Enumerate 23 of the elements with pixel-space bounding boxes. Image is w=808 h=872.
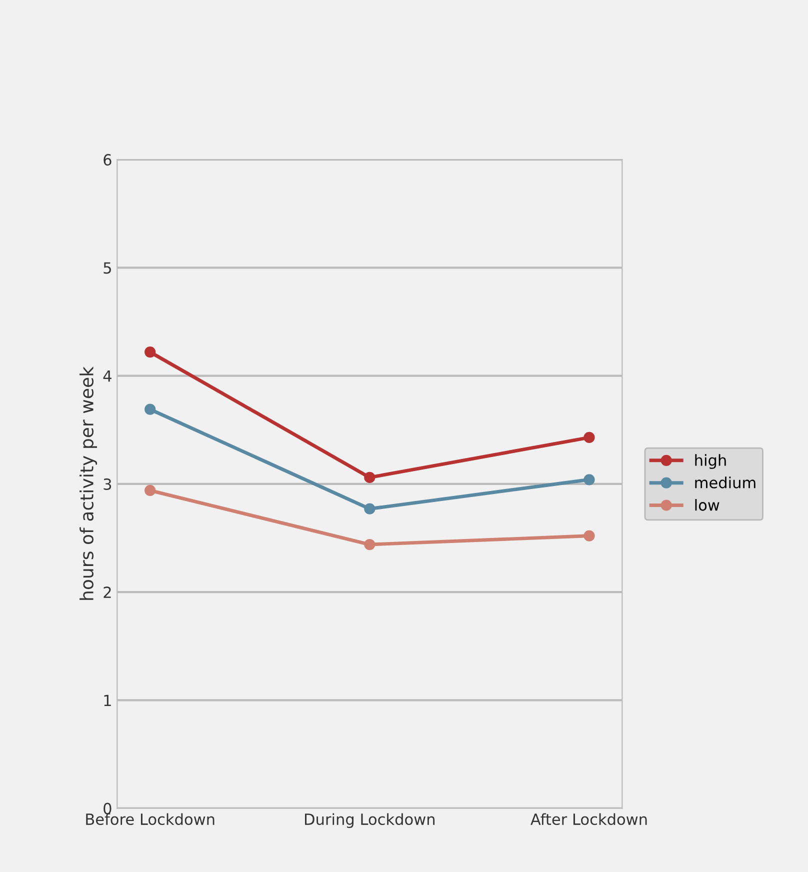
point (144, 346, 156, 358)
x-tick-label: During Lockdown (305, 813, 434, 828)
point (144, 484, 156, 496)
point (144, 404, 156, 415)
y-axis-title: hours of activity per week (80, 366, 98, 600)
y-tick-label: 2 (104, 586, 111, 598)
legend-label: high (695, 454, 726, 469)
legend-label: medium (695, 476, 756, 488)
point (584, 530, 595, 542)
y-tick-label: 1 (104, 694, 111, 706)
legend-label: low (695, 498, 720, 511)
y-tick-label: 0 (104, 802, 112, 814)
point (364, 503, 376, 514)
y-tick-label: 5 (104, 262, 111, 274)
point (584, 432, 595, 444)
point (584, 474, 595, 486)
y-tick-label: 4 (103, 370, 112, 382)
x-tick-label: After Lockdown (530, 813, 647, 826)
y-tick-label: 3 (104, 478, 112, 490)
point (364, 538, 376, 550)
x-tick-label: Before Lockdown (86, 813, 214, 826)
y-tick-label: 6 (104, 154, 112, 166)
point (364, 472, 376, 484)
